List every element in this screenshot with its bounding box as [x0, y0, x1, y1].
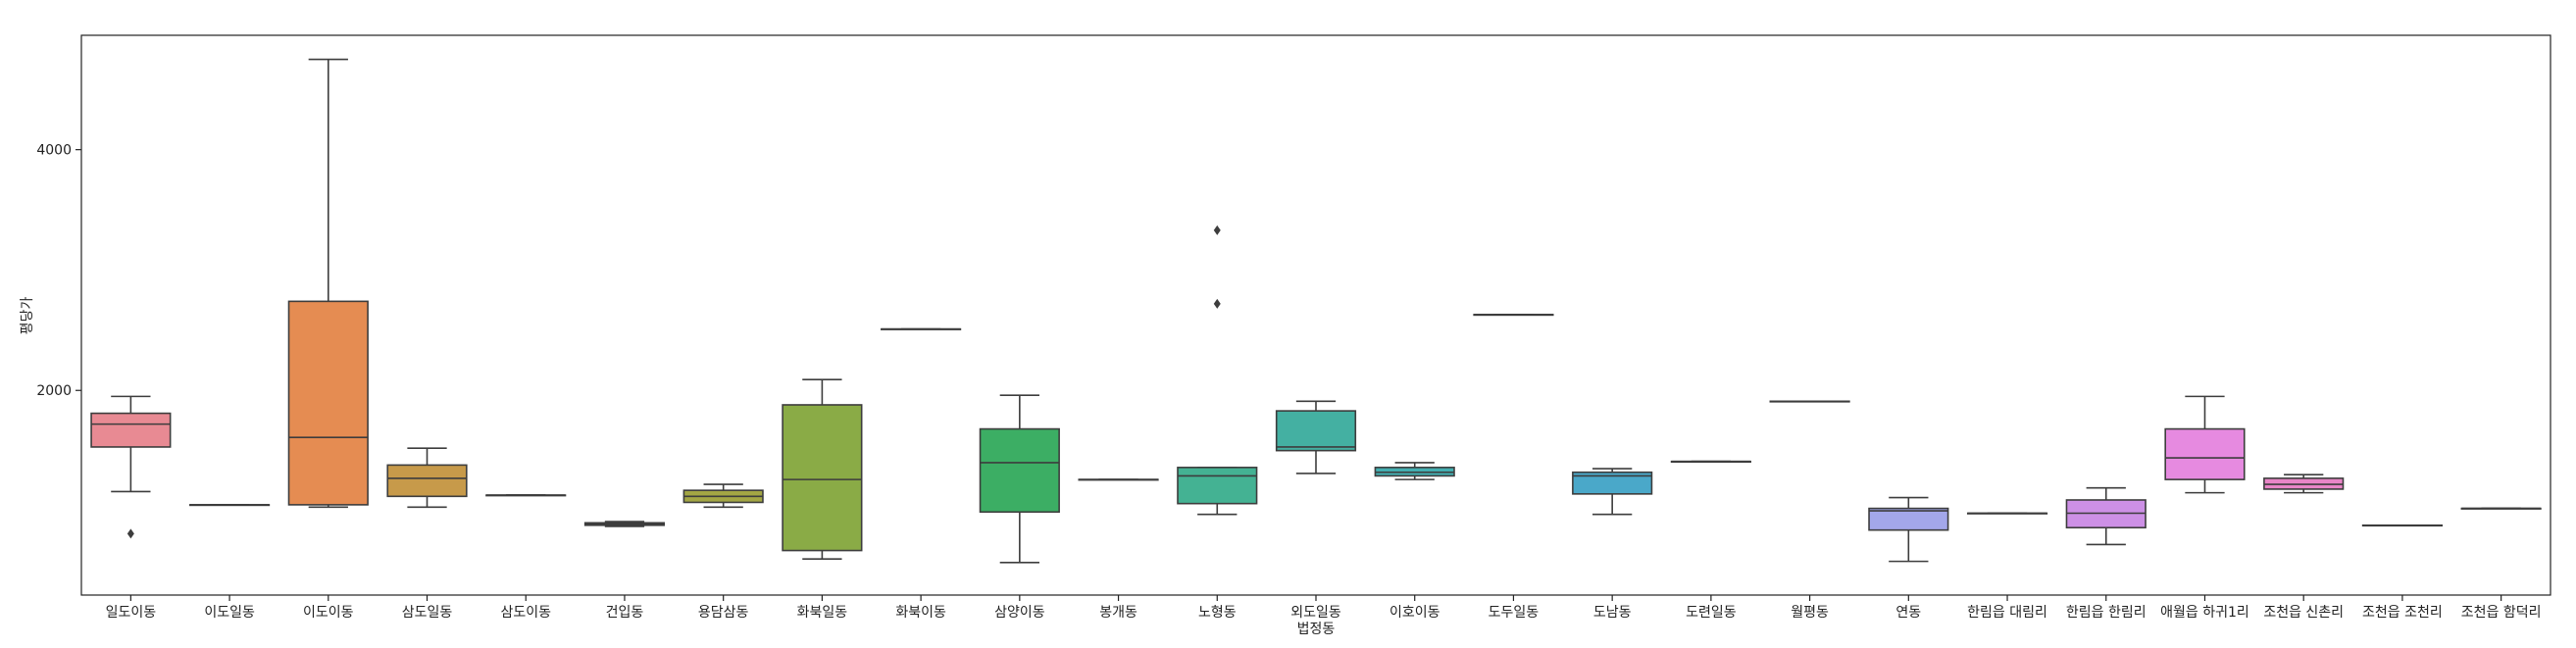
box-body — [1275, 410, 1357, 452]
x-tick-label: 삼도이동 — [500, 605, 551, 621]
box-group — [1078, 478, 1159, 481]
x-tick-label: 조천읍 조천리 — [2362, 605, 2443, 621]
box-body — [1868, 507, 1949, 531]
x-tick-label: 도남동 — [1593, 605, 1632, 621]
box-body — [1572, 471, 1653, 495]
box-group — [583, 521, 666, 527]
x-tick-label: 일도이동 — [106, 605, 157, 621]
box-group — [1275, 400, 1357, 474]
x-tick-label: 조천읍 신촌리 — [2263, 605, 2344, 621]
outlier-point — [1213, 224, 1221, 235]
x-tick-label: 도두일동 — [1489, 605, 1540, 621]
y-tick-label: 4000 — [36, 143, 72, 159]
box-group — [188, 504, 271, 507]
box-body — [979, 427, 1060, 514]
box-group — [881, 327, 962, 330]
box-group — [485, 494, 567, 497]
box-group — [2361, 523, 2444, 527]
box-group — [1374, 462, 1455, 480]
x-tick-label: 한림읍 한림리 — [2066, 605, 2147, 621]
box-group — [2065, 486, 2147, 546]
plot-area-frame — [80, 34, 2551, 596]
outlier-point — [126, 528, 134, 539]
box-group — [1868, 496, 1949, 563]
box-group — [1769, 400, 1850, 403]
box-group — [682, 483, 764, 509]
boxes-layer — [90, 58, 2542, 564]
box-group — [1177, 224, 1258, 516]
x-tick-label: 월평동 — [1791, 605, 1829, 621]
y-tick-label: 2000 — [36, 383, 72, 399]
y-axis-label: 평당가 — [20, 297, 35, 335]
x-tick-label: 도련일동 — [1686, 605, 1737, 621]
box-group — [1670, 460, 1751, 463]
box-group — [1572, 468, 1653, 516]
x-tick-label: 화북이동 — [895, 605, 946, 621]
x-tick-label: 한림읍 대림리 — [1967, 605, 2047, 621]
box-group — [2460, 507, 2542, 510]
x-tick-label: 용담삼동 — [698, 605, 749, 621]
box-group — [90, 395, 172, 539]
x-tick-label: 조천읍 함덕리 — [2461, 605, 2542, 621]
box-body — [2164, 427, 2246, 480]
box-body — [287, 300, 369, 506]
box-group — [1473, 314, 1554, 317]
box-body — [386, 464, 468, 498]
x-tick-label: 노형동 — [1198, 605, 1237, 621]
box-group — [2164, 395, 2246, 494]
box-body — [90, 412, 172, 448]
x-tick-label: 삼양이동 — [994, 605, 1045, 621]
x-tick-label: 화북일동 — [797, 605, 848, 621]
box-group — [2263, 474, 2345, 494]
x-axis-label: 법정동 — [1297, 622, 1336, 637]
x-tick-label: 삼도일동 — [402, 605, 453, 621]
x-tick-label: 봉개동 — [1099, 605, 1137, 621]
box-group — [1966, 512, 2048, 515]
box-body — [1177, 467, 1258, 505]
x-tick-label: 이도이동 — [303, 605, 354, 621]
outlier-point — [1213, 298, 1221, 309]
x-tick-label: 연동 — [1895, 605, 1921, 621]
box-group — [782, 378, 863, 560]
box-group — [386, 447, 468, 509]
x-tick-label: 외도일동 — [1290, 605, 1341, 621]
axes-layer: 2000 4000 일도이동 이도일동 이도이동 삼도일동 삼도이동 건입동 용담삼동 화북일동 화… — [36, 143, 2541, 621]
box-body — [782, 404, 863, 552]
box-group — [287, 58, 369, 509]
x-tick-label: 애월읍 하귀1리 — [2160, 605, 2249, 621]
x-tick-label: 건입동 — [606, 605, 644, 621]
x-tick-label: 이호이동 — [1389, 605, 1440, 621]
x-tick-label: 이도일동 — [204, 605, 255, 621]
box-group — [979, 394, 1060, 564]
